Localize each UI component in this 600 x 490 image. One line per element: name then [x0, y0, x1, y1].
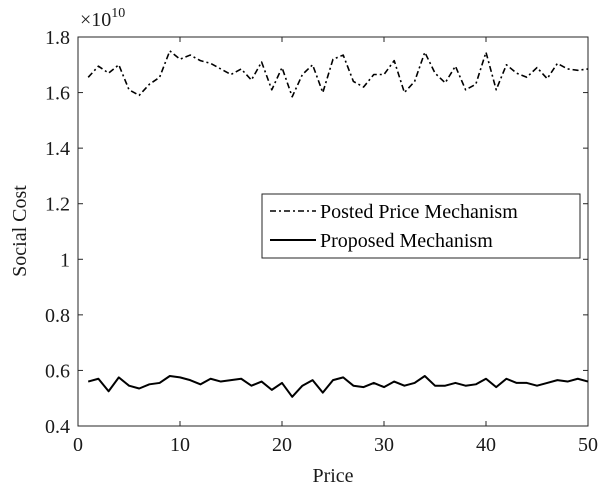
y-axis-exponent: ×1010	[80, 6, 125, 31]
x-tick-label: 20	[272, 434, 292, 456]
y-tick-label: 0.8	[45, 305, 70, 327]
x-tick-label: 0	[73, 434, 83, 456]
y-axis-ticks: 0.4 0.6 0.8 1 1.2 1.4 1.6 1.8	[45, 27, 588, 438]
y-axis-exponent-power: 10	[111, 6, 125, 21]
y-axis-exponent-base: ×10	[80, 9, 111, 31]
series-line-posted-price	[87, 50, 589, 98]
x-tick-label: 50	[578, 434, 598, 456]
x-tick-label: 40	[476, 434, 496, 456]
series-layer	[87, 50, 589, 398]
y-tick-label: 1.2	[45, 194, 70, 216]
legend: Posted Price Mechanism Proposed Mechanis…	[261, 193, 581, 259]
y-axis-label: Social Cost	[9, 185, 31, 277]
x-axis-label: Price	[312, 465, 353, 487]
y-tick-label: 1.6	[45, 83, 70, 105]
legend-box	[261, 193, 581, 259]
y-tick-label: 1	[60, 249, 70, 271]
x-axis-ticks: 0 10 20 30 40 50	[73, 37, 598, 456]
legend-label-posted-price: Posted Price Mechanism	[320, 201, 518, 223]
x-tick-label: 30	[374, 434, 394, 456]
y-tick-label: 1.4	[45, 138, 70, 160]
x-tick-label: 10	[170, 434, 190, 456]
series-line-proposed	[87, 374, 589, 398]
legend-label-proposed: Proposed Mechanism	[320, 230, 493, 252]
y-tick-label: 0.6	[45, 360, 70, 382]
y-tick-label: 0.4	[45, 416, 70, 438]
y-tick-label: 1.8	[45, 27, 70, 49]
plot-frame	[77, 36, 589, 427]
